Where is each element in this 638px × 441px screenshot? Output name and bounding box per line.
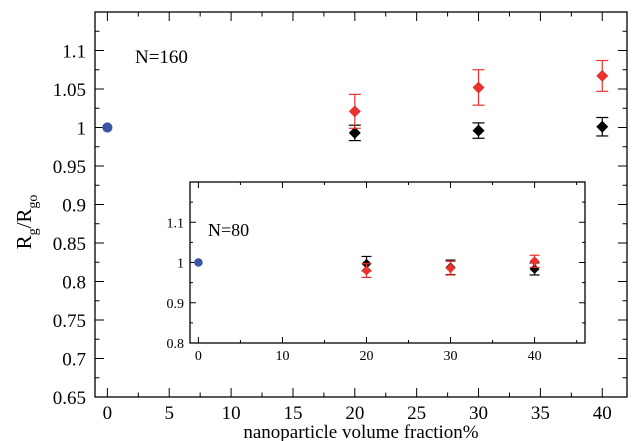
y-tick-label: 0.75 bbox=[53, 311, 86, 332]
x-tick-label: 10 bbox=[275, 349, 289, 364]
data-point-diamond bbox=[348, 105, 361, 118]
data-point-diamond bbox=[472, 81, 485, 94]
data-point-diamond bbox=[529, 263, 540, 274]
x-tick-label: 0 bbox=[195, 349, 202, 364]
x-axis-label: nanoparticle volume fraction% bbox=[243, 422, 478, 441]
data-point-diamond bbox=[445, 263, 456, 274]
x-tick-label: 15 bbox=[283, 403, 302, 424]
chart-annotation: N=80 bbox=[208, 220, 249, 240]
y-axis-label-sub-g: g bbox=[26, 228, 41, 235]
data-point-diamond bbox=[472, 124, 485, 137]
y-tick-label: 1.05 bbox=[53, 80, 86, 101]
y-tick-label: 1 bbox=[177, 257, 184, 272]
data-point-circle bbox=[194, 258, 203, 267]
x-tick-label: 20 bbox=[345, 403, 364, 424]
y-axis-label: Rg/Rgo bbox=[12, 195, 41, 250]
y-tick-label: 1.1 bbox=[167, 216, 185, 231]
y-tick-label: 0.65 bbox=[53, 388, 86, 409]
data-point-diamond bbox=[361, 265, 372, 276]
data-point-diamond bbox=[348, 126, 361, 139]
x-tick-label: 25 bbox=[407, 403, 426, 424]
y-tick-label: 1 bbox=[77, 119, 87, 140]
y-tick-label: 0.8 bbox=[62, 273, 86, 294]
main-chart: 0 5 10 15 20 25 30 35 400.650.70.750.80.850.90.9… bbox=[12, 11, 628, 441]
data-point-circle bbox=[102, 122, 113, 133]
y-axis-label-sub-go: go bbox=[26, 195, 41, 209]
y-tick-label: 1.1 bbox=[62, 42, 86, 63]
data-point-diamond bbox=[529, 256, 540, 267]
data-point-diamond bbox=[596, 120, 609, 133]
x-tick-label: 30 bbox=[469, 403, 488, 424]
chart-annotation: N=160 bbox=[135, 47, 188, 68]
y-tick-label: 0.85 bbox=[53, 234, 86, 255]
x-tick-label: 40 bbox=[528, 349, 542, 364]
inset-chart: 0 10 20 30 40 0.8 0.9 1 1.1 N=80 bbox=[167, 181, 586, 364]
y-tick-label: 0.9 bbox=[167, 297, 185, 312]
x-tick-label: 0 bbox=[103, 403, 113, 424]
plot-frame bbox=[189, 181, 586, 344]
x-tick-label: 10 bbox=[222, 403, 241, 424]
x-tick-label: 35 bbox=[531, 403, 550, 424]
y-axis-label-mid: /R bbox=[12, 209, 36, 229]
y-tick-label: 0.8 bbox=[167, 337, 185, 352]
x-tick-label: 30 bbox=[444, 349, 458, 364]
x-tick-label: 20 bbox=[359, 349, 373, 364]
y-tick-label: 0.7 bbox=[62, 350, 86, 371]
y-tick-label: 0.95 bbox=[53, 157, 86, 178]
x-tick-label: 40 bbox=[593, 403, 612, 424]
x-tick-label: 5 bbox=[164, 403, 174, 424]
y-tick-label: 0.9 bbox=[62, 196, 86, 217]
y-axis-label-r: R bbox=[12, 235, 36, 249]
data-point-diamond bbox=[596, 69, 609, 82]
